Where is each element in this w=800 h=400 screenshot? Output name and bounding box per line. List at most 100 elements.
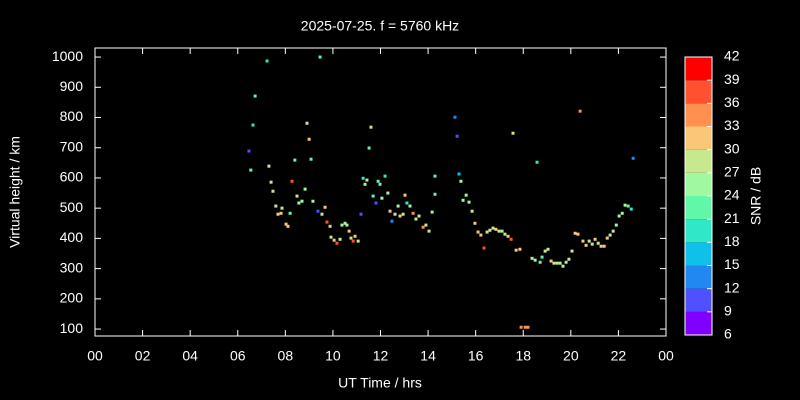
point: [581, 239, 585, 243]
point: [558, 261, 562, 265]
point: [590, 242, 594, 246]
point: [629, 207, 633, 211]
colorbar-band: [685, 103, 712, 127]
point: [295, 194, 299, 198]
y-tick-label: 100: [60, 320, 84, 336]
colorbar-tick-label: 18: [724, 233, 740, 249]
point: [284, 222, 288, 226]
point: [578, 109, 582, 113]
x-tick-label: 00: [87, 348, 103, 364]
colorbar-band: [685, 265, 712, 289]
point: [388, 209, 392, 213]
colorbar-band: [685, 311, 712, 335]
point: [396, 204, 400, 208]
point: [561, 264, 565, 268]
point: [316, 209, 320, 213]
point: [543, 249, 547, 253]
y-tick-label: 200: [60, 290, 84, 306]
point: [363, 182, 367, 186]
point: [511, 131, 515, 135]
point: [356, 239, 360, 243]
point: [309, 157, 313, 161]
point: [279, 211, 283, 215]
point: [573, 231, 577, 235]
point: [386, 191, 390, 195]
point: [323, 205, 327, 209]
point: [479, 233, 483, 237]
y-tick-label: 700: [60, 138, 84, 154]
point: [343, 221, 347, 225]
point: [514, 248, 518, 252]
point: [401, 212, 405, 216]
point: [359, 212, 363, 216]
y-tick-label: 300: [60, 259, 84, 275]
point: [338, 237, 342, 241]
point: [286, 224, 290, 228]
x-tick-label: 12: [373, 348, 389, 364]
point: [567, 257, 571, 261]
point: [340, 223, 344, 227]
point: [369, 125, 373, 129]
chart-title: 2025-07-25. f = 5760 kHz: [301, 18, 459, 34]
point: [476, 230, 480, 234]
point: [457, 172, 461, 176]
point: [417, 214, 421, 218]
point: [555, 261, 559, 265]
point: [506, 234, 510, 238]
point: [269, 180, 273, 184]
point: [596, 241, 600, 245]
point: [485, 230, 489, 234]
point: [353, 234, 357, 238]
colorbar-tick-label: 6: [724, 326, 732, 342]
point: [497, 229, 501, 233]
point: [503, 232, 507, 236]
point: [482, 246, 486, 250]
point: [427, 229, 431, 233]
y-tick-label: 500: [60, 199, 84, 215]
colorbar-tick-label: 42: [724, 48, 740, 64]
y-axis-label: Virtual height / km: [7, 136, 23, 248]
point: [564, 260, 568, 264]
colorbar-tick-label: 36: [724, 94, 740, 110]
x-tick-label: 10: [325, 348, 341, 364]
colorbar-tick-label: 30: [724, 140, 740, 156]
point: [433, 192, 437, 196]
x-axis-label: UT Time / hrs: [338, 375, 422, 391]
y-tick-label: 600: [60, 169, 84, 185]
point: [371, 194, 375, 198]
point: [540, 255, 544, 259]
point: [365, 178, 369, 182]
colorbar-tick-label: 21: [724, 210, 740, 226]
point: [552, 261, 556, 265]
x-tick-label: 08: [278, 348, 294, 364]
x-tick-label: 04: [182, 348, 198, 364]
point: [329, 235, 333, 239]
point: [620, 211, 624, 215]
point: [523, 325, 527, 329]
point: [461, 198, 465, 202]
point: [494, 227, 498, 231]
point: [421, 225, 425, 229]
point: [249, 168, 253, 172]
colorbar-tick-label: 9: [724, 303, 732, 319]
point: [280, 206, 284, 210]
x-tick-label: 00: [658, 348, 674, 364]
point: [535, 160, 539, 164]
point: [631, 156, 635, 160]
x-tick-label: 22: [611, 348, 627, 364]
colorbar-band: [685, 172, 712, 196]
point: [318, 55, 322, 59]
point: [403, 193, 407, 197]
point: [393, 212, 397, 216]
point: [349, 236, 353, 240]
colorbar-label: SNR / dB: [748, 167, 764, 225]
y-tick-label: 900: [60, 78, 84, 94]
x-tick-label: 16: [468, 348, 484, 364]
point: [538, 260, 542, 264]
point: [320, 212, 324, 216]
point: [488, 228, 492, 232]
point: [467, 200, 471, 204]
point: [374, 201, 378, 205]
